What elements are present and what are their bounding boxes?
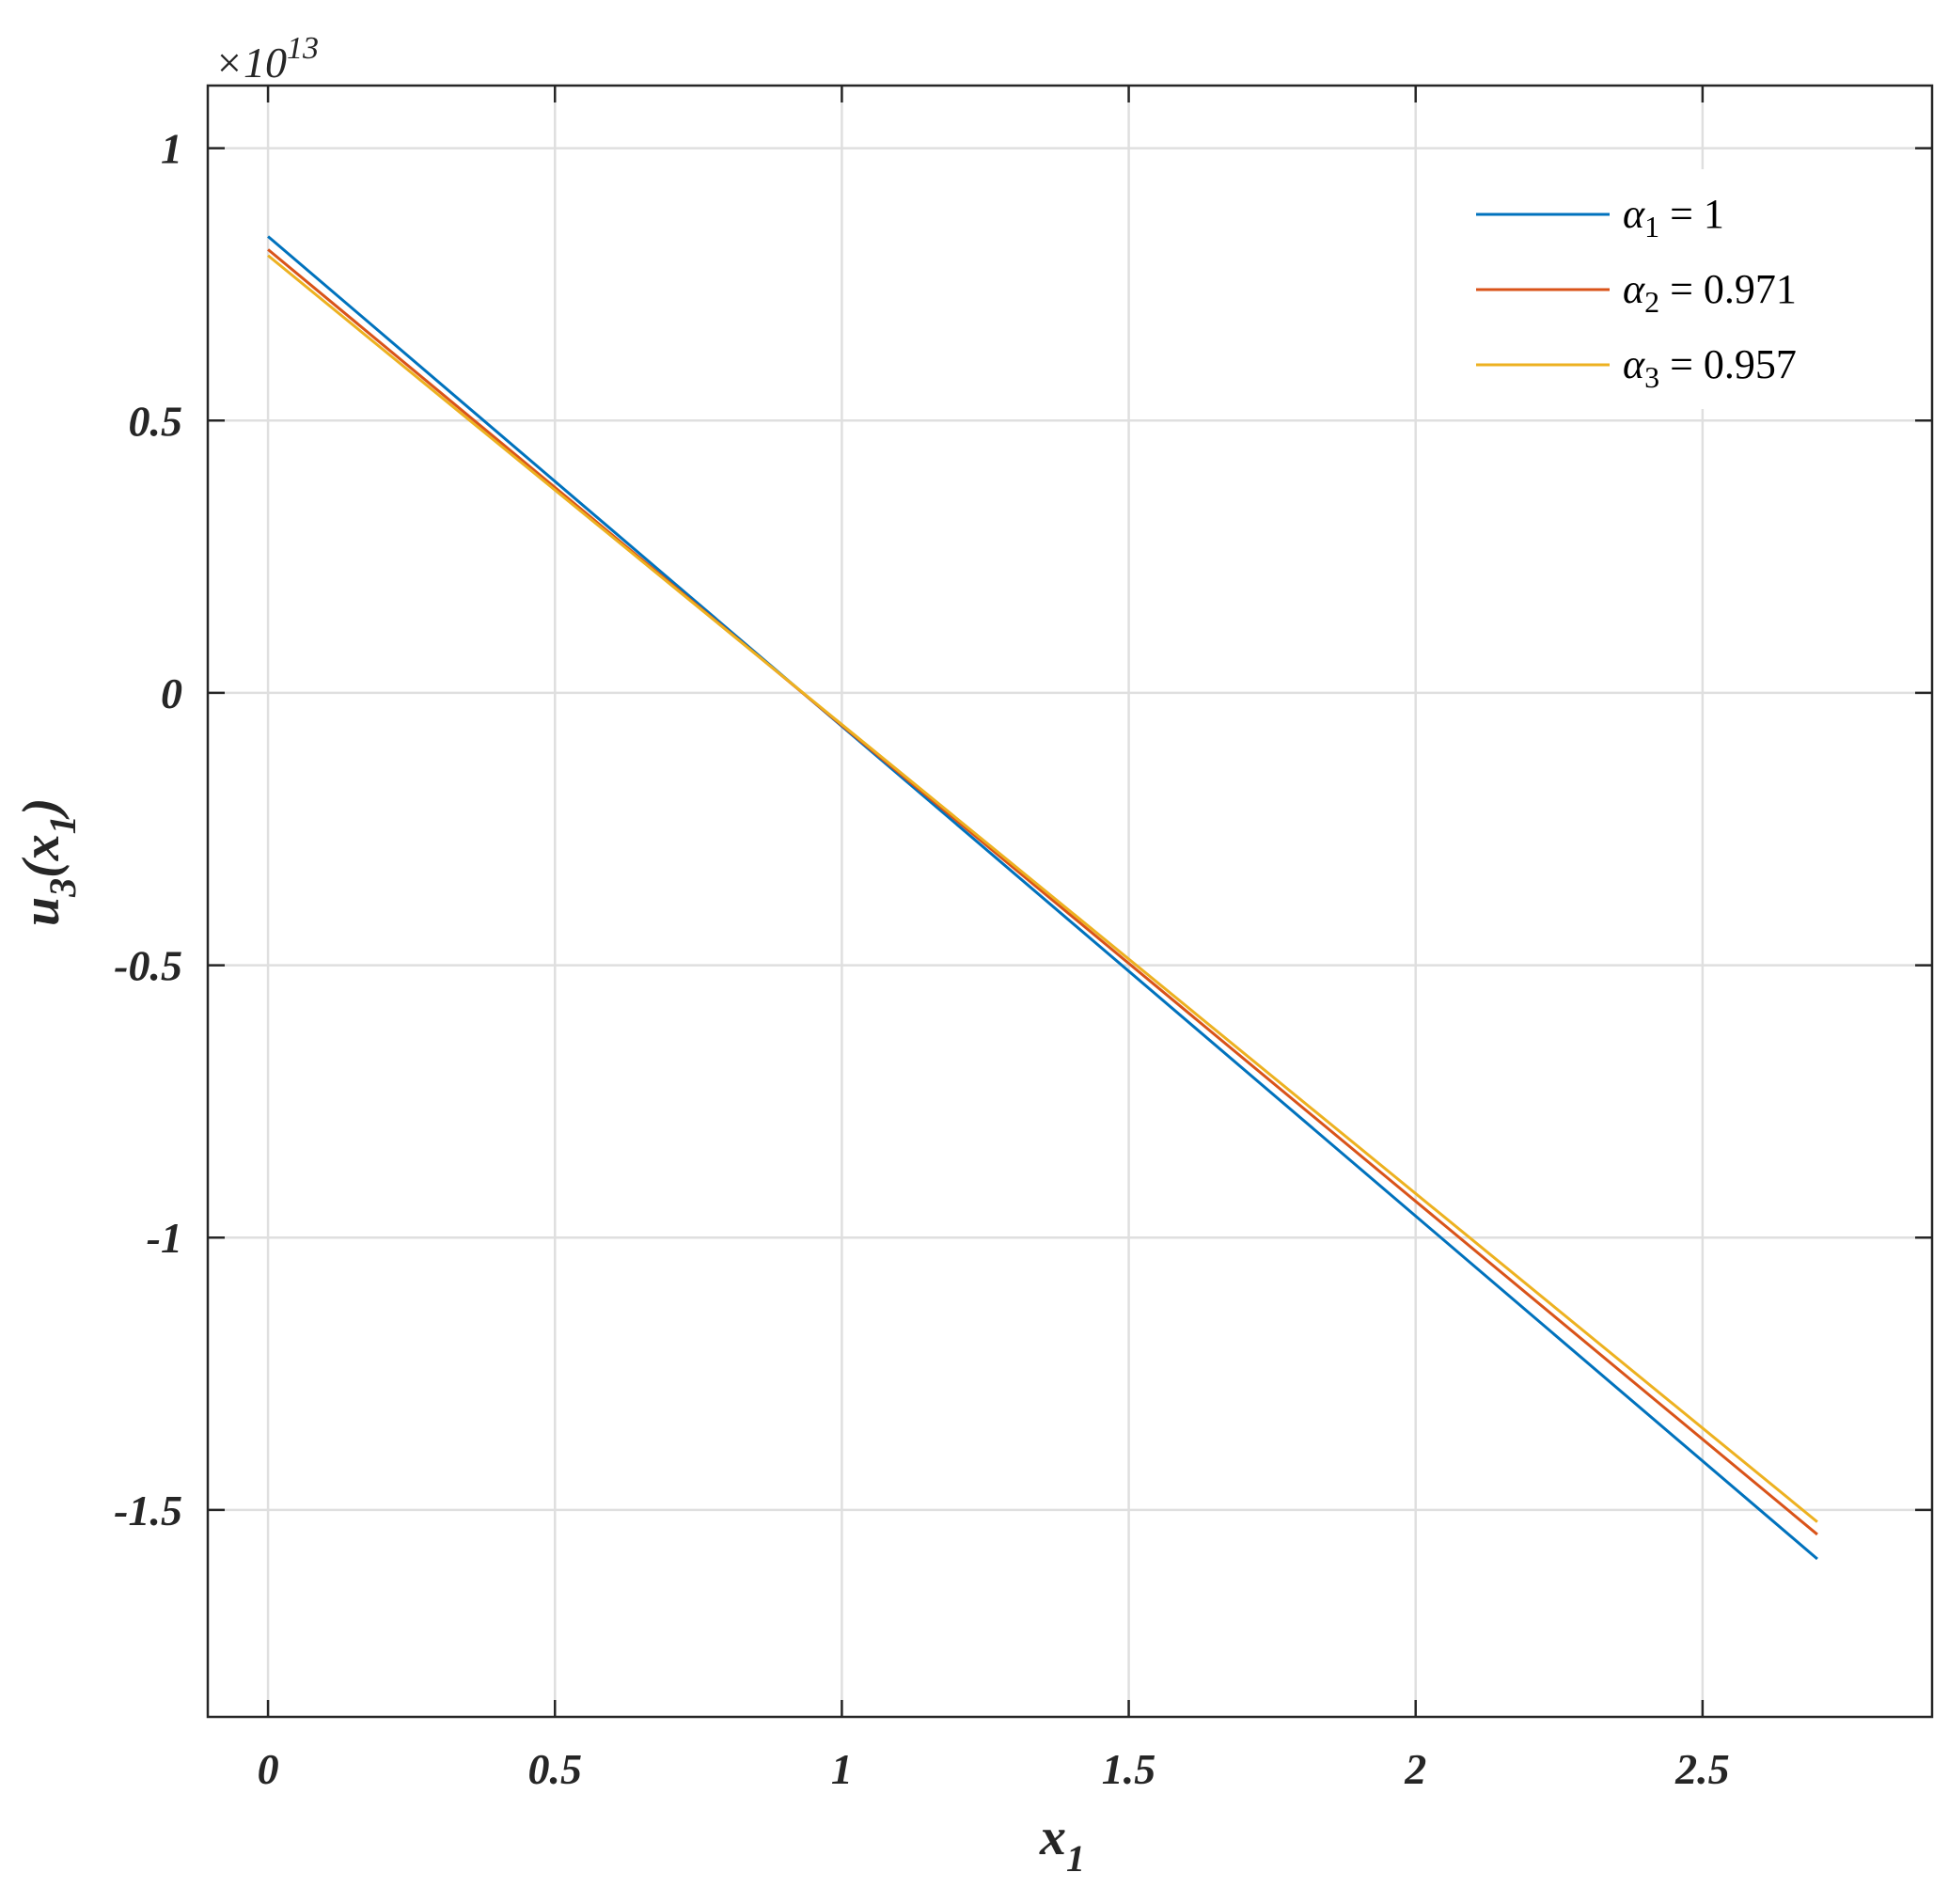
y-tick-label: -0.5 (114, 942, 182, 990)
x-tick-label: 1 (831, 1745, 853, 1793)
y-tick-labels: 1 0.5 0 -0.5 -1 -1.5 (114, 125, 182, 1534)
x-tick-label: 0 (258, 1745, 279, 1793)
y-tick-label: -1 (147, 1214, 182, 1262)
legend-entry-3: α3 = 0.957 (1623, 341, 1797, 394)
series-line-2 (267, 248, 1818, 1536)
plot-frame (206, 84, 1934, 1719)
x-tick-labels: 0 0.5 1 1.5 2 2.5 (258, 1745, 1730, 1793)
x-tick-label: 1.5 (1102, 1745, 1156, 1793)
x-tick-label: 2.5 (1674, 1745, 1730, 1793)
legend-entry-2: α2 = 0.971 (1623, 266, 1797, 319)
x-axis-label: x1 (1039, 1808, 1085, 1880)
x-tick-label: 0.5 (527, 1745, 582, 1793)
series-line-3 (267, 254, 1818, 1523)
series-lines (267, 235, 1818, 1561)
y-axis-label: u3(x1) (12, 798, 84, 926)
x-tick-label: 2 (1404, 1745, 1426, 1793)
y-axis-multiplier: ×1013 (214, 31, 319, 87)
series-line-1 (267, 235, 1818, 1561)
legend: α1 = 1 α2 = 0.971 α3 = 0.957 (1457, 169, 1862, 409)
y-tick-label: 0 (161, 669, 182, 717)
y-tick-label: 1 (161, 125, 182, 173)
axis-ticks (208, 86, 1932, 1717)
y-tick-label: -1.5 (114, 1487, 182, 1534)
y-tick-label: 0.5 (129, 397, 183, 445)
legend-entry-1: α1 = 1 (1623, 191, 1724, 244)
